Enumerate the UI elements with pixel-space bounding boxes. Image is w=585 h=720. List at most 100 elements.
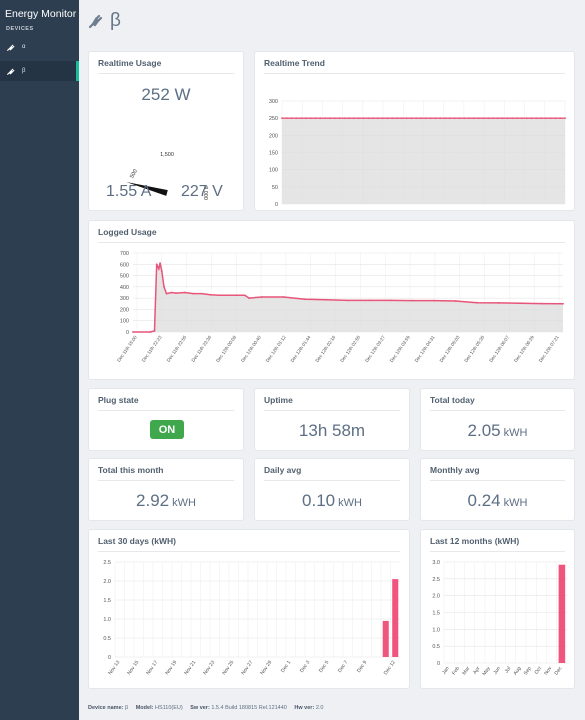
trend-point: [544, 117, 547, 120]
model-label: Model:: [135, 705, 154, 711]
plug-icon: [7, 68, 15, 75]
trend-point: [405, 117, 408, 120]
y-tick-label: 1.5: [432, 611, 440, 617]
y-tick-label: 200: [269, 133, 278, 139]
trend-point: [348, 117, 351, 120]
gauge-label-500: 500: [129, 169, 139, 180]
y-tick-label: 250: [269, 116, 278, 122]
last-30-days-chart: 0 0.5 1.0 1.5 2.0 2.5 Nov 13 Nov 15 Nov 17 Nov 19…: [103, 560, 400, 677]
logged-point: [163, 286, 165, 288]
plug-state-toggle[interactable]: ON: [150, 420, 184, 439]
logged-point: [411, 299, 414, 302]
x-tick-label: Dec 12th 02:55: [339, 334, 361, 363]
logged-point: [218, 294, 220, 297]
gauge-label-3000: 3,000: [202, 186, 208, 200]
trend-point: [333, 117, 336, 120]
total-month-card: Total this month 2.92 kWH: [88, 458, 244, 521]
trend-point: [487, 117, 490, 120]
x-tick-label: Nov: [543, 665, 553, 676]
plug-icon: [7, 44, 15, 51]
power-value: 252 W: [141, 85, 191, 104]
value-number: 0.24: [467, 491, 501, 510]
daily-avg-value: 0.10 kWH: [255, 491, 409, 511]
trend-point: [386, 117, 389, 120]
logged-point: [261, 296, 263, 298]
x-tick-label: Dec 5: [318, 660, 331, 674]
logged-point: [175, 292, 177, 294]
model-value: HS110(EU): [154, 705, 183, 711]
trend-point: [338, 117, 341, 120]
x-tick-label: Dec 12th 04:31: [414, 334, 436, 363]
card-title: Logged Usage: [98, 227, 565, 243]
y-tick-label: 0: [126, 330, 129, 336]
hw-version-label: Hw ver:: [294, 705, 315, 711]
y-tick-label: 100: [269, 168, 278, 174]
uptime-card: Uptime 13h 58m: [254, 388, 410, 451]
trend-point: [496, 117, 499, 120]
x-tick-label: Dec 12th 01:44: [290, 334, 312, 363]
logged-point: [170, 291, 173, 294]
x-tick-label: Dec: [553, 665, 563, 676]
x-tick-label: Dec 12th 05:03: [439, 334, 461, 363]
x-tick-label: Dec 7: [337, 660, 350, 674]
logged-point: [390, 299, 392, 302]
value-unit: kWH: [503, 427, 528, 439]
logged-point: [454, 300, 457, 302]
trend-point: [357, 117, 360, 120]
total-month-value: 2.92 kWH: [89, 491, 243, 511]
card-title: Plug state: [98, 395, 234, 411]
x-tick-label: Jun: [492, 666, 502, 676]
total-today-card: Total today 2.05 kWH: [420, 388, 575, 451]
bar: [382, 620, 389, 657]
x-tick-label: Dec 12th 03:59: [389, 334, 411, 363]
logged-point: [347, 299, 349, 302]
y-tick-label: 300: [269, 99, 278, 105]
trend-point: [362, 117, 365, 120]
y-tick-label: 2.0: [432, 594, 440, 600]
x-tick-label: Nov 13: [107, 660, 121, 677]
x-tick-label: May: [481, 665, 492, 677]
logged-point: [200, 292, 203, 295]
trend-point: [281, 117, 283, 120]
x-tick-label: Dec 12th 07:21: [538, 334, 560, 363]
device-info-footer: Device name: β Model: HS110(EU) Sw ver: …: [88, 705, 329, 711]
trend-point: [530, 117, 533, 120]
logged-point: [476, 301, 478, 304]
x-tick-label: Nov 25: [221, 660, 235, 677]
device-name-label: Device name:: [88, 705, 124, 711]
x-tick-label: Sep: [523, 666, 533, 677]
x-tick-label: Nov 29: [259, 660, 273, 677]
trend-point: [424, 117, 427, 120]
sidebar-item-label: α: [22, 44, 26, 50]
y-tick-label: 1.0: [432, 627, 440, 633]
trend-point: [367, 117, 370, 120]
trend-point: [482, 117, 485, 120]
logged-area: [133, 263, 563, 332]
trend-point: [501, 117, 504, 120]
x-tick-label: Nov 23: [202, 660, 216, 677]
daily-avg-card: Daily avg 0.10 kWH: [254, 458, 410, 521]
y-tick-label: 300: [120, 296, 129, 302]
logged-point: [209, 293, 212, 296]
trend-point: [444, 117, 446, 120]
logged-point: [183, 291, 186, 294]
monthly-avg-card: Monthly avg 0.24 kWH: [420, 458, 575, 521]
y-tick-label: 0: [108, 655, 111, 661]
logged-point: [562, 302, 564, 305]
logged-point: [159, 262, 161, 265]
y-tick-label: 0.5: [103, 636, 111, 642]
trend-point: [492, 117, 494, 120]
trend-point: [453, 117, 456, 120]
monthly-avg-value: 0.24 kWH: [421, 491, 574, 511]
sidebar-item-beta[interactable]: β: [0, 61, 79, 81]
bar: [558, 564, 566, 663]
x-tick-label: Nov 27: [240, 660, 254, 677]
y-tick-label: 600: [120, 262, 129, 268]
trend-point: [300, 117, 303, 120]
trend-point: [377, 117, 379, 120]
trend-point: [429, 117, 432, 120]
y-tick-label: 0: [275, 202, 278, 208]
page-header: β: [79, 0, 585, 42]
sidebar-item-alpha[interactable]: α: [0, 37, 79, 57]
